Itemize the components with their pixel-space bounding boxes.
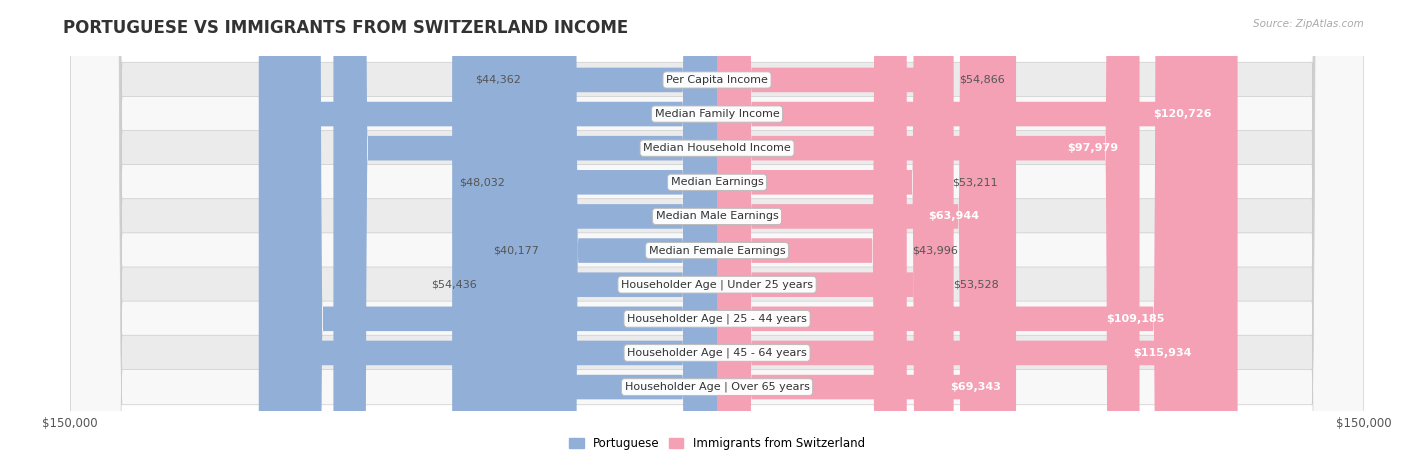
FancyBboxPatch shape (70, 0, 1364, 467)
FancyBboxPatch shape (70, 0, 1364, 467)
FancyBboxPatch shape (333, 0, 717, 467)
FancyBboxPatch shape (70, 0, 1364, 467)
Text: Median Household Income: Median Household Income (643, 143, 792, 153)
Legend: Portuguese, Immigrants from Switzerland: Portuguese, Immigrants from Switzerland (565, 432, 869, 455)
FancyBboxPatch shape (259, 0, 717, 467)
FancyBboxPatch shape (717, 0, 1188, 467)
FancyBboxPatch shape (70, 0, 1364, 467)
FancyBboxPatch shape (717, 0, 907, 467)
FancyBboxPatch shape (717, 0, 993, 467)
Text: $63,944: $63,944 (928, 212, 979, 221)
FancyBboxPatch shape (263, 0, 717, 467)
FancyBboxPatch shape (717, 0, 1017, 467)
FancyBboxPatch shape (717, 0, 948, 467)
Text: $61,440: $61,440 (704, 382, 755, 392)
Text: Householder Age | 45 - 64 years: Householder Age | 45 - 64 years (627, 348, 807, 358)
FancyBboxPatch shape (472, 0, 717, 467)
FancyBboxPatch shape (717, 0, 953, 467)
Text: $120,726: $120,726 (1153, 109, 1212, 119)
Text: Householder Age | 25 - 44 years: Householder Age | 25 - 44 years (627, 313, 807, 324)
Text: Median Earnings: Median Earnings (671, 177, 763, 187)
FancyBboxPatch shape (717, 0, 1218, 467)
FancyBboxPatch shape (70, 0, 1364, 467)
Text: $54,866: $54,866 (959, 75, 1004, 85)
Text: $56,663: $56,663 (704, 212, 755, 221)
Text: Median Female Earnings: Median Female Earnings (648, 246, 786, 255)
Text: $43,996: $43,996 (912, 246, 957, 255)
Text: Source: ZipAtlas.com: Source: ZipAtlas.com (1253, 19, 1364, 28)
Text: $106,286: $106,286 (695, 109, 752, 119)
FancyBboxPatch shape (70, 0, 1364, 467)
Text: $44,362: $44,362 (475, 75, 520, 85)
Text: $115,934: $115,934 (1133, 348, 1192, 358)
FancyBboxPatch shape (482, 0, 717, 467)
FancyBboxPatch shape (70, 0, 1364, 467)
Text: $40,177: $40,177 (492, 246, 538, 255)
Text: $54,436: $54,436 (432, 280, 477, 290)
FancyBboxPatch shape (544, 0, 717, 467)
Text: Median Family Income: Median Family Income (655, 109, 779, 119)
FancyBboxPatch shape (717, 0, 946, 467)
FancyBboxPatch shape (70, 0, 1364, 467)
Text: $53,211: $53,211 (952, 177, 997, 187)
Text: $105,309: $105,309 (695, 348, 752, 358)
FancyBboxPatch shape (288, 0, 717, 467)
Text: $97,979: $97,979 (1067, 143, 1118, 153)
FancyBboxPatch shape (717, 0, 1139, 467)
Text: $99,429: $99,429 (696, 314, 747, 324)
Text: $53,528: $53,528 (953, 280, 998, 290)
Text: PORTUGUESE VS IMMIGRANTS FROM SWITZERLAND INCOME: PORTUGUESE VS IMMIGRANTS FROM SWITZERLAN… (63, 19, 628, 37)
FancyBboxPatch shape (526, 0, 717, 467)
FancyBboxPatch shape (453, 0, 717, 467)
FancyBboxPatch shape (717, 0, 1237, 467)
Text: $69,343: $69,343 (950, 382, 1001, 392)
FancyBboxPatch shape (70, 0, 1364, 467)
Text: Median Male Earnings: Median Male Earnings (655, 212, 779, 221)
Text: Householder Age | Over 65 years: Householder Age | Over 65 years (624, 382, 810, 392)
Text: $109,185: $109,185 (1107, 314, 1164, 324)
Text: Householder Age | Under 25 years: Householder Age | Under 25 years (621, 279, 813, 290)
Text: Per Capita Income: Per Capita Income (666, 75, 768, 85)
Text: $88,976: $88,976 (697, 143, 749, 153)
FancyBboxPatch shape (510, 0, 717, 467)
FancyBboxPatch shape (70, 0, 1364, 467)
Text: $48,032: $48,032 (458, 177, 505, 187)
